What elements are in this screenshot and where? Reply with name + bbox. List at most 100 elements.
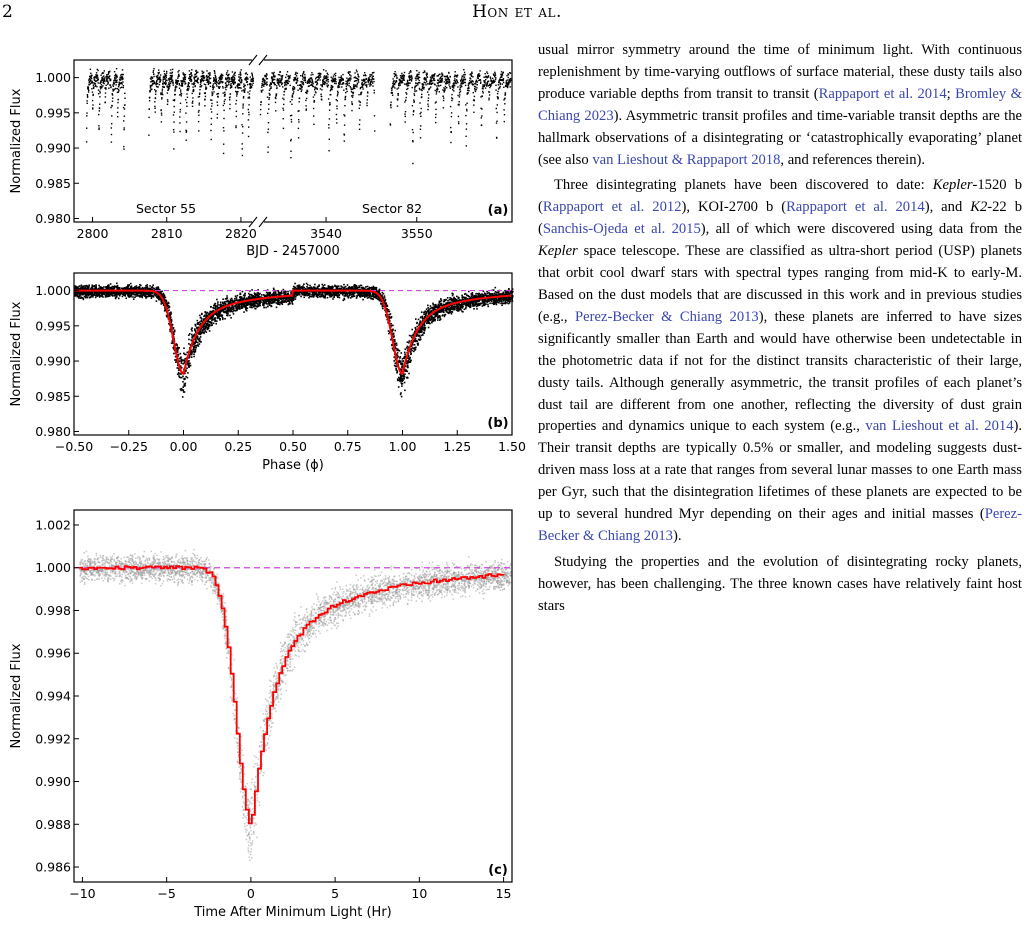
data-point <box>506 84 509 86</box>
data-point <box>185 121 188 123</box>
data-point <box>162 80 164 82</box>
data-point <box>230 86 232 88</box>
data-point <box>282 109 285 111</box>
data-point <box>158 77 160 80</box>
data-point <box>400 352 403 354</box>
data-point <box>374 286 377 289</box>
data-point <box>465 306 467 308</box>
data-point <box>96 86 98 88</box>
data-point <box>107 73 109 75</box>
data-point <box>488 99 490 101</box>
data-point <box>466 102 468 104</box>
data-point <box>190 339 192 341</box>
data-point <box>110 86 112 89</box>
data-point <box>162 83 164 86</box>
data-point <box>163 70 165 72</box>
data-point <box>323 78 325 80</box>
data-point <box>333 82 336 85</box>
data-point <box>198 93 201 95</box>
data-point <box>210 138 212 141</box>
data-point <box>335 99 337 101</box>
data-point <box>315 78 317 80</box>
data-point <box>343 295 346 297</box>
data-point <box>277 73 280 76</box>
data-point <box>414 338 417 340</box>
data-point <box>400 80 402 83</box>
data-point <box>432 77 434 80</box>
data-point <box>135 295 138 297</box>
data-point <box>289 84 291 87</box>
data-point <box>123 120 125 122</box>
data-point <box>88 83 90 85</box>
data-point <box>395 342 398 345</box>
data-point <box>87 86 90 89</box>
data-point <box>287 75 289 77</box>
data-point <box>209 72 211 74</box>
data-point <box>454 75 457 77</box>
data-point <box>486 292 489 295</box>
data-point <box>282 86 284 88</box>
data-point <box>445 308 448 310</box>
data-point <box>441 73 444 75</box>
data-point <box>228 82 230 84</box>
data-point <box>105 84 107 86</box>
data-point <box>445 75 447 78</box>
data-point <box>303 286 305 289</box>
data-point <box>442 99 445 102</box>
data-point <box>338 83 340 85</box>
data-point <box>328 138 330 140</box>
data-point <box>401 72 403 75</box>
data-point <box>262 84 264 86</box>
data-point <box>251 79 254 81</box>
data-point <box>227 80 229 82</box>
data-point <box>290 118 293 121</box>
data-point <box>210 123 212 125</box>
data-point <box>311 72 313 74</box>
data-point <box>328 288 330 290</box>
data-point <box>444 87 446 90</box>
data-point <box>400 79 402 81</box>
data-point <box>415 83 417 85</box>
data-point <box>244 84 246 87</box>
data-point <box>492 289 495 291</box>
data-point <box>222 317 224 319</box>
data-point <box>306 91 308 93</box>
data-point <box>222 74 224 77</box>
data-point <box>218 316 220 319</box>
data-point <box>409 76 412 78</box>
data-point <box>426 80 428 83</box>
data-point <box>425 73 428 75</box>
data-point <box>336 90 339 93</box>
data-point <box>265 76 267 78</box>
data-point <box>447 81 449 83</box>
data-point <box>279 303 281 306</box>
data-point <box>115 80 118 82</box>
data-point <box>263 85 265 87</box>
data-point <box>100 80 102 82</box>
data-point <box>87 91 90 93</box>
data-point <box>238 79 241 81</box>
data-point <box>255 297 257 299</box>
data-point <box>413 110 415 112</box>
data-point <box>367 78 370 81</box>
data-point <box>180 92 183 95</box>
data-point <box>232 76 234 78</box>
data-point <box>503 120 505 123</box>
data-point <box>459 88 461 90</box>
data-point <box>287 82 290 85</box>
data-point <box>86 96 89 98</box>
data-point <box>176 83 178 85</box>
data-point <box>328 150 330 152</box>
data-point <box>101 78 104 80</box>
data-point <box>123 148 125 150</box>
data-point <box>269 300 272 302</box>
data-point <box>91 285 94 288</box>
data-point <box>165 82 167 84</box>
data-point <box>413 101 415 103</box>
data-point <box>458 122 460 125</box>
data-point <box>471 301 474 303</box>
data-point <box>238 73 240 76</box>
data-point <box>178 75 180 77</box>
data-point <box>466 108 468 111</box>
data-point <box>86 115 88 117</box>
